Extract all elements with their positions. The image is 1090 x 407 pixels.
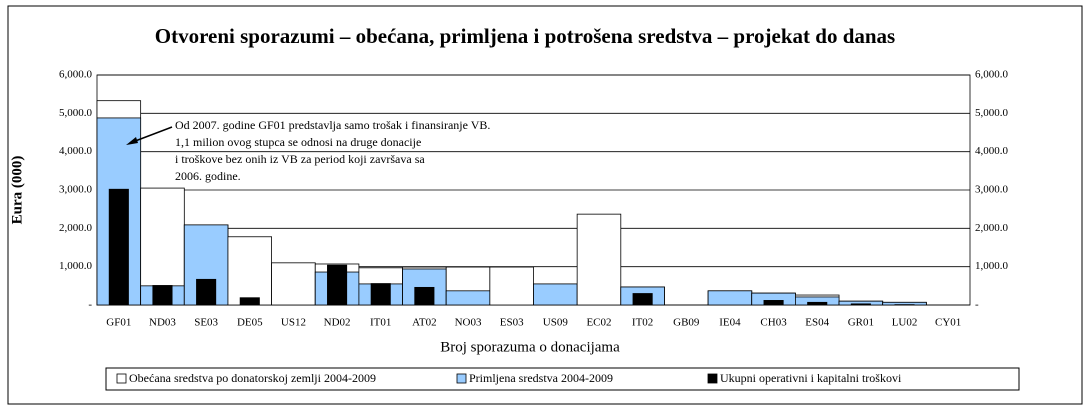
bar	[370, 283, 391, 305]
y-tick-label: 4,000.0	[59, 145, 93, 157]
annotation: Od 2007. godine GF01 predstavlja samo tr…	[175, 118, 490, 132]
y-tick-label: 2,000.0	[59, 222, 93, 234]
x-tick-label: IE04	[719, 317, 741, 329]
x-tick-label: EC02	[586, 317, 611, 329]
x-tick-label: IT02	[632, 317, 653, 329]
bar	[327, 264, 348, 305]
x-tick-label: GF01	[106, 317, 131, 329]
y-tick-label: 5,000.0	[59, 107, 93, 119]
legend-swatch	[707, 373, 718, 384]
x-tick-label: NO03	[455, 317, 482, 329]
x-axis-title: Broj sporazuma o donacijama	[440, 339, 620, 355]
bar	[850, 303, 871, 305]
legend-swatch	[456, 373, 467, 384]
bar	[489, 266, 534, 306]
y2-tick-label: -	[975, 299, 979, 311]
bar	[807, 301, 828, 305]
x-tick-label: SE03	[194, 317, 218, 329]
y-tick-label: 3,000.0	[59, 184, 93, 196]
bar	[108, 188, 129, 305]
x-tick-label: ES03	[500, 317, 524, 329]
y2-tick-label: 1,000.0	[975, 260, 1009, 272]
annotation: i troškove bez onih iz VB za period koji…	[175, 152, 425, 166]
legend-label: Obećana sredstva po donatorskoj zemlji 2…	[129, 371, 376, 385]
x-tick-label: AT02	[412, 317, 436, 329]
legend-label: Ukupni operativni i kapitalni troškovi	[720, 371, 902, 385]
x-tick-label: ND03	[149, 317, 176, 329]
bar	[414, 286, 435, 305]
bar	[227, 236, 272, 306]
bar	[196, 278, 217, 305]
x-tick-label: ND02	[324, 317, 351, 329]
legend-label: Primljena sredstva 2004-2009	[469, 371, 613, 385]
x-tick-label: LU02	[892, 317, 918, 329]
x-tick-label: CH03	[760, 317, 787, 329]
y2-tick-label: 3,000.0	[975, 184, 1009, 196]
bar	[763, 300, 784, 305]
bar	[632, 293, 653, 305]
y2-tick-label: 5,000.0	[975, 107, 1009, 119]
y-tick-label: 6,000.0	[59, 69, 93, 81]
y2-tick-label: 6,000.0	[975, 69, 1009, 81]
legend-swatch	[116, 373, 127, 384]
arrow-head	[126, 137, 138, 145]
chart-title: Otvoreni sporazumi – obećana, primljena …	[155, 24, 895, 48]
x-tick-label: US09	[543, 317, 569, 329]
y-tick-label: -	[88, 299, 92, 311]
bar	[445, 290, 491, 306]
bar	[576, 213, 622, 306]
x-tick-label: IT01	[370, 317, 391, 329]
bar	[533, 283, 578, 306]
y2-tick-label: 4,000.0	[975, 145, 1009, 157]
chart-border	[7, 5, 1083, 405]
legend-box	[105, 367, 1020, 391]
x-tick-label: GB09	[673, 317, 700, 329]
bar	[894, 304, 915, 305]
bar	[707, 290, 753, 306]
x-tick-label: CY01	[935, 317, 961, 329]
bar	[271, 262, 316, 306]
x-tick-label: DE05	[237, 317, 263, 329]
annotation: 2006. godine.	[175, 169, 241, 183]
x-tick-label: ES04	[805, 317, 829, 329]
x-tick-label: US12	[281, 317, 306, 329]
x-tick-label: GR01	[848, 317, 874, 329]
y-axis-title: Eura (000)	[9, 156, 25, 225]
bar	[152, 285, 173, 305]
annotation: 1,1 milion ovog stupca se odnosi na drug…	[175, 135, 421, 149]
y-tick-label: 1,000.0	[59, 260, 93, 272]
y2-tick-label: 2,000.0	[975, 222, 1009, 234]
bar	[239, 297, 260, 305]
